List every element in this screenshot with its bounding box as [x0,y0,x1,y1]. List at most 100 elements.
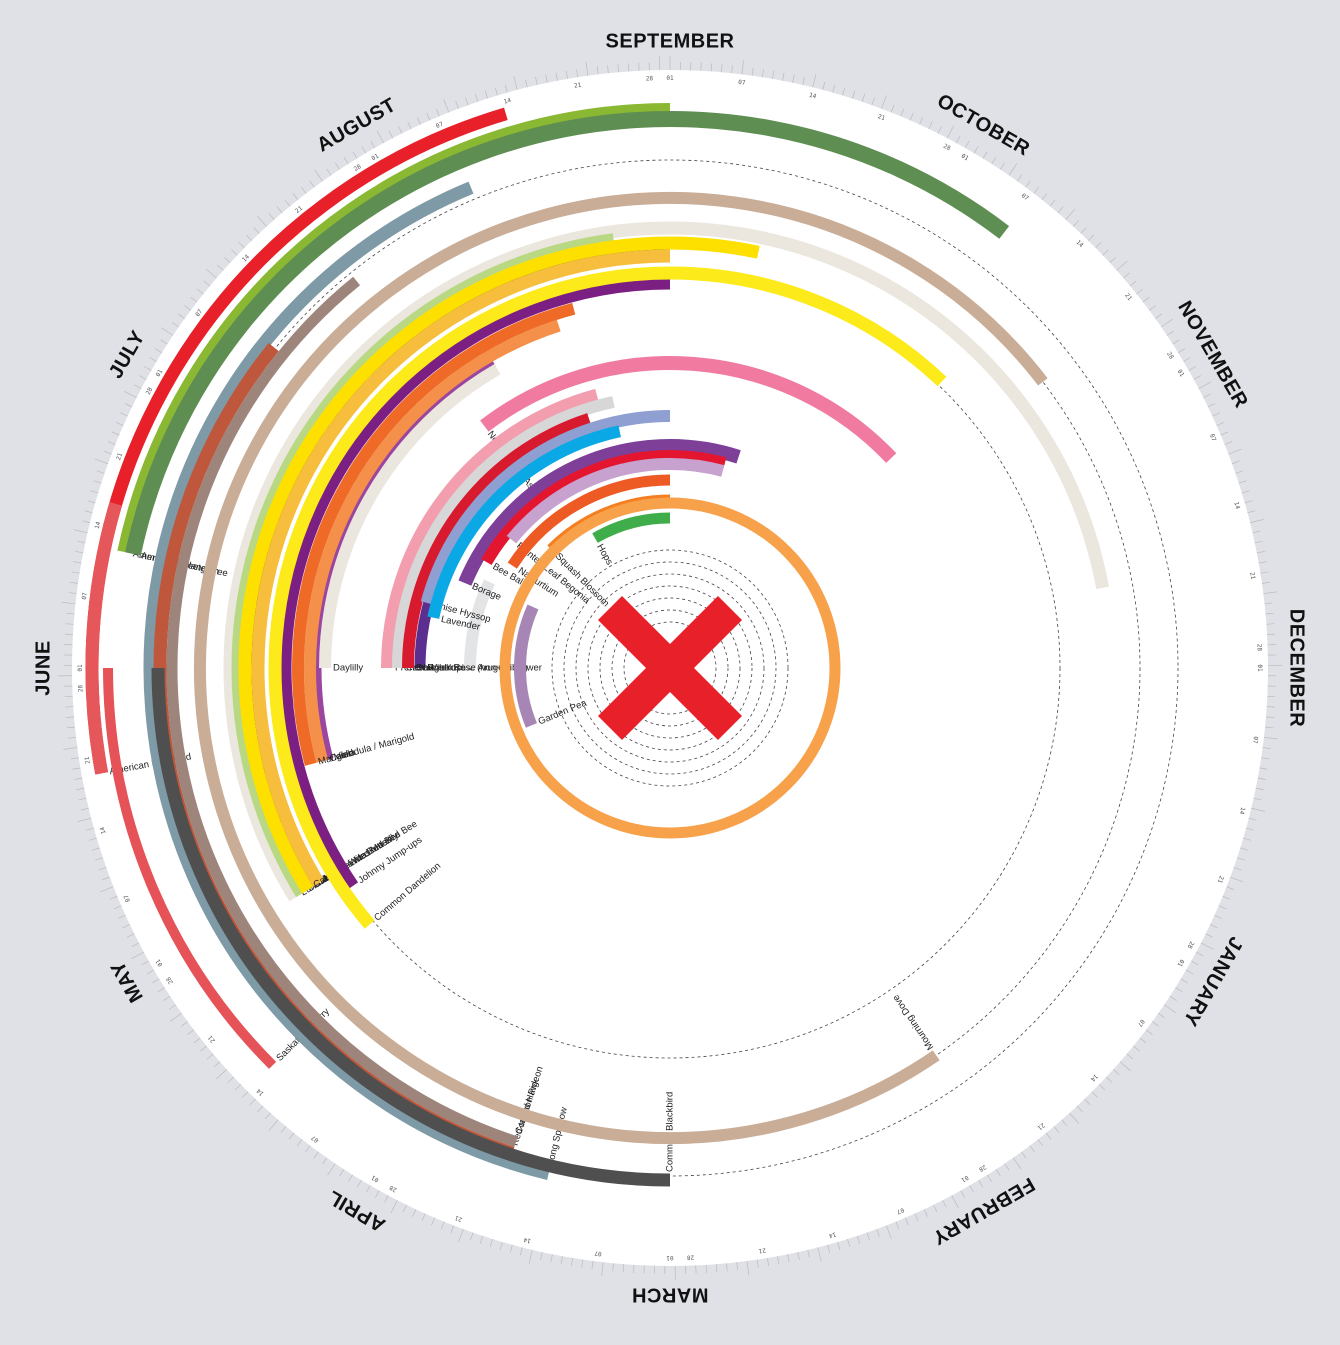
day-tick [158,988,165,992]
day-tick [818,1247,821,1261]
day-tick [124,391,136,397]
day-tick [265,1113,270,1119]
day-tick [116,422,123,425]
day-tick [877,1229,880,1237]
day-tick [246,235,252,241]
day-label: 01 [77,664,84,672]
day-tick [1261,758,1269,759]
day-tick [444,99,449,112]
day-tick [456,101,459,108]
month-label-september: SEPTEMBER [606,30,735,52]
day-tick [353,152,357,159]
day-tick [269,1120,278,1131]
day-tick [752,68,753,76]
day-tick [95,459,108,464]
day-tick [541,1252,543,1260]
day-tick [200,1046,206,1051]
day-tick [71,758,79,759]
day-tick [371,141,375,148]
day-tick [1263,592,1277,594]
day-tick [566,71,567,79]
day-tick [1123,273,1129,278]
day-tick [475,94,478,102]
day-tick [188,1030,194,1035]
day-label: 28 [646,75,654,82]
day-tick [974,146,978,153]
day-tick [1143,297,1149,302]
day-tick [86,828,94,830]
day-tick [905,1218,908,1225]
day-tick [732,65,733,73]
day-tick [924,1209,927,1216]
label-common-blackbird: Common Blackbird [665,1092,676,1172]
day-tick [63,748,77,750]
day-tick [68,737,76,738]
month-label-may: MAY [107,957,148,1006]
day-tick [1240,848,1248,850]
day-tick [1062,1120,1067,1126]
day-tick [514,76,518,90]
day-tick [1042,194,1047,200]
day-tick [1046,1133,1051,1139]
day-tick [1073,221,1078,227]
day-tick [74,778,82,779]
day-tick [1050,200,1055,206]
day-tick [1113,1069,1119,1074]
day-label: 01 [666,1254,674,1261]
day-tick [181,1022,187,1027]
day-tick [943,1200,947,1207]
day-tick [1196,952,1203,956]
day-tick [485,91,487,99]
day-tick [242,1092,248,1098]
day-label: 07 [81,592,89,600]
day-tick [495,88,497,96]
day-tick [1106,1077,1112,1082]
day-tick [73,768,81,769]
day-tick [348,1175,352,1182]
day-tick [1243,838,1251,840]
day-tick [470,1233,473,1241]
day-tick [1260,572,1268,573]
day-tick [217,265,223,270]
day-tick [301,187,306,193]
day-tick [100,887,113,892]
day-tick [1266,717,1274,718]
day-tick [169,1005,176,1010]
day-tick [191,297,197,302]
day-tick [1237,858,1245,861]
day-label: 07 [1251,736,1259,744]
day-tick [204,281,210,286]
day-tick [114,906,121,909]
day-tick [480,1236,483,1244]
day-tick [1234,867,1242,870]
day-tick [76,788,84,790]
day-tick [1266,624,1274,625]
day-tick [305,1146,310,1152]
day-tick [285,200,290,206]
label-daylilly: Daylilly [333,663,363,674]
day-tick [366,1185,370,1192]
day-tick [788,1254,790,1262]
day-tick [112,432,119,435]
day-tick [85,511,93,513]
day-tick [1133,1046,1139,1051]
day-tick [500,1242,502,1250]
day-tick [716,1264,717,1272]
day-tick [95,858,103,861]
day-tick [1110,257,1116,262]
day-tick [1246,828,1254,830]
day-label: 28 [77,684,84,692]
month-label-july: JULY [105,327,150,383]
day-tick [561,1256,562,1264]
day-tick [1005,1164,1009,1171]
day-tick [1206,934,1213,938]
day-tick [929,122,932,129]
day-tick [340,1169,344,1176]
day-tick [1152,1022,1158,1027]
day-tick [862,94,865,102]
day-tick [362,146,366,153]
day-tick [178,314,184,319]
day-tick [952,1195,959,1207]
day-tick [742,60,744,74]
